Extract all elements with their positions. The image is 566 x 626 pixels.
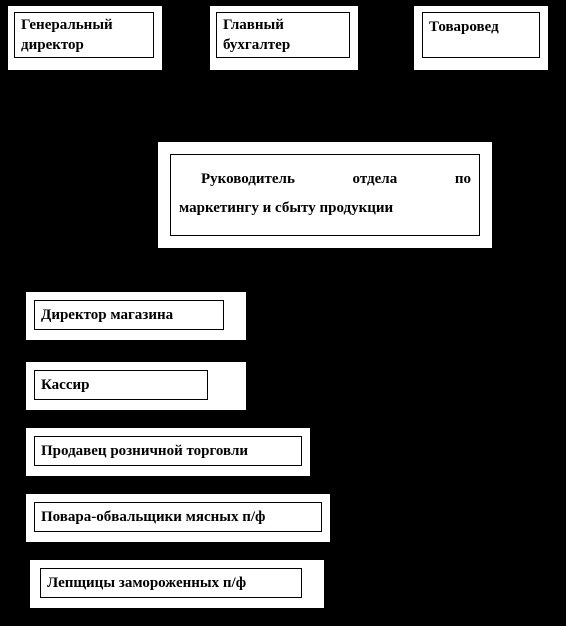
label-chief-accountant: Главный бухгалтер — [217, 15, 349, 56]
label-marketing-head-line2: маркетингу и сбыту продукции — [179, 200, 393, 216]
label-merchandiser: Товаровед — [423, 17, 539, 37]
label-molders: Лепщицы замороженных п/ф — [41, 573, 301, 593]
box-cashier: Кассир — [34, 370, 208, 400]
box-chief-accountant: Главный бухгалтер — [216, 12, 350, 58]
label-meat-cooks: Повара-обвальщики мясных п/ф — [35, 507, 321, 527]
box-retail-seller: Продавец розничной торговли — [34, 436, 302, 466]
label-cashier: Кассир — [35, 375, 207, 395]
box-meat-cooks: Повара-обвальщики мясных п/ф — [34, 502, 322, 532]
label-store-director: Директор магазина — [35, 305, 223, 325]
label-retail-seller: Продавец розничной торговли — [35, 441, 301, 461]
label-marketing-head-line1: Руководитель отдела по — [201, 171, 471, 187]
box-marketing-head: Руководитель отдела по маркетингу и сбыт… — [170, 154, 480, 236]
box-merchandiser: Товаровед — [422, 12, 540, 58]
box-molders: Лепщицы замороженных п/ф — [40, 568, 302, 598]
label-general-director: Генеральный директор — [15, 15, 153, 56]
box-store-director: Директор магазина — [34, 300, 224, 330]
box-general-director: Генеральный директор — [14, 12, 154, 58]
